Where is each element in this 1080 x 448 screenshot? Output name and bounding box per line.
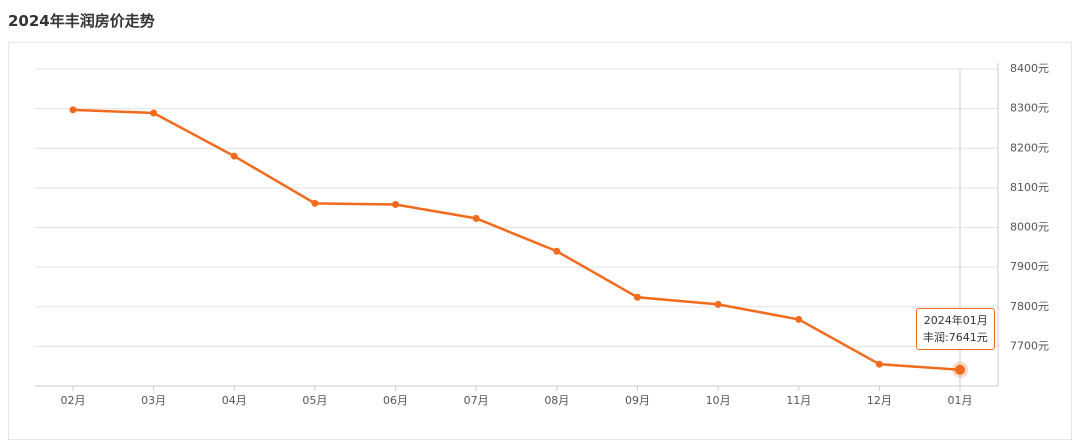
point [714,300,722,308]
y-tick-label: 7800元 [1010,300,1049,313]
x-tick-label: 01月 [948,394,973,407]
point [472,214,480,222]
y-tick-label: 8200元 [1010,141,1049,154]
y-tick-label: 7700元 [1010,339,1049,352]
tooltip: 2024年01月 丰润:7641元 [916,307,995,350]
chart-frame [8,42,1072,440]
x-tick-label: 07月 [464,394,489,407]
x-tick-label: 11月 [786,394,811,407]
point [69,106,77,114]
point [311,199,319,207]
point [795,315,803,323]
point [392,201,400,209]
y-tick-label: 8300元 [1010,102,1049,115]
point [955,364,965,375]
y-tick-label: 7900元 [1010,260,1049,273]
chart-title: 2024年丰润房价走势 [8,12,155,30]
x-tick-label: 06月 [383,394,408,407]
x-tick-label: 02月 [61,394,86,407]
y-tick-label: 8000元 [1010,221,1049,234]
x-tick-label: 10月 [706,394,731,407]
point [633,293,641,301]
tooltip-title: 2024年01月 [923,313,988,327]
x-tick-label: 12月 [867,394,892,407]
point [553,247,561,255]
x-tick-label: 03月 [141,394,166,407]
point [875,360,883,368]
x-tick-label: 04月 [222,394,247,407]
point [150,109,158,117]
y-tick-label: 8400元 [1010,62,1049,75]
tooltip-label: 丰润:7641元 [923,330,988,344]
y-tick-label: 8100元 [1010,181,1049,194]
line [72,108,961,372]
x-tick-label: 05月 [302,394,327,407]
x-tick-label: 09月 [625,394,650,407]
point [230,152,238,160]
x-tick-label: 08月 [544,394,569,407]
